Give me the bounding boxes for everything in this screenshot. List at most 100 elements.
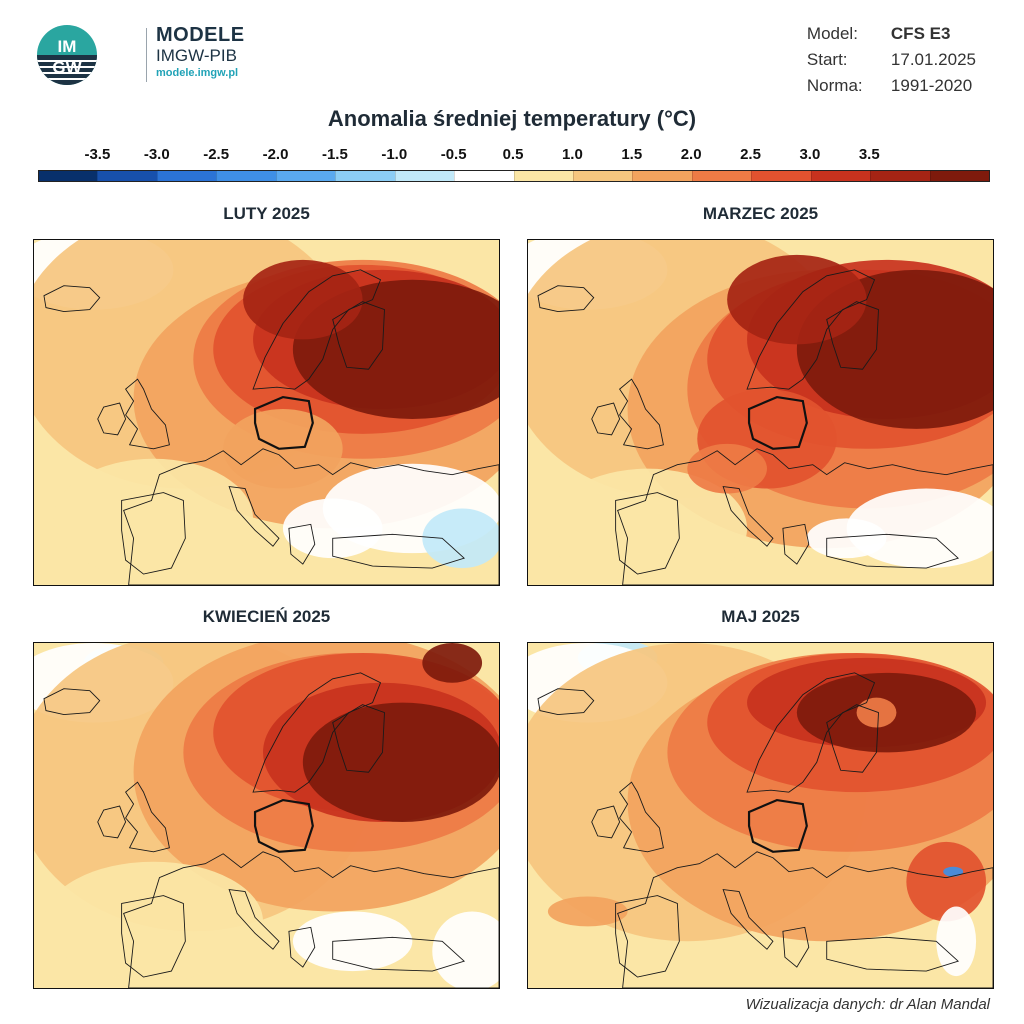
coastline [617, 851, 993, 988]
ireland-outline [591, 402, 621, 436]
poland-border [253, 395, 314, 450]
coastline [123, 448, 499, 585]
scandinavia-outline [252, 672, 382, 793]
meta-row-start: Start: 17.01.2025 [807, 48, 976, 74]
poland-border [747, 395, 808, 450]
colorbar-segment [513, 171, 573, 181]
ireland-outline [97, 805, 127, 839]
colorbar-segment [751, 171, 811, 181]
anomaly-contour [906, 841, 987, 922]
brand-title: MODELE [156, 24, 245, 46]
colorbar-segment [691, 171, 752, 181]
anomaly-contour [43, 861, 264, 982]
colorbar-tick-label: 3.0 [799, 146, 821, 163]
imgw-logo-icon: IM GW [37, 25, 97, 85]
colorbar-segment [870, 171, 930, 181]
colorbar-tick-label: -1.0 [381, 146, 408, 163]
uk-outline [125, 781, 170, 853]
italy-outline [228, 889, 280, 950]
uk-outline [619, 378, 664, 450]
anomaly-contour [856, 697, 897, 728]
map-panel-mar [527, 239, 994, 586]
greece-outline [782, 926, 810, 968]
brand-subtitle: IMGW-PIB [156, 46, 237, 65]
meta-value: 17.01.2025 [890, 50, 976, 69]
meta-value: CFS E3 [890, 24, 951, 43]
meta-value: 1991-2020 [890, 76, 973, 95]
meta-row-norma: Norma: 1991-2020 [807, 74, 976, 100]
colorbar-tick-label: -2.0 [262, 146, 289, 163]
anomaly-contour [282, 498, 383, 559]
anomaly-contour [806, 518, 887, 559]
scandinavia-outline [252, 269, 382, 390]
iberia-outline [615, 895, 680, 978]
logo-text-bottom: GW [52, 58, 82, 77]
iceland-outline [43, 688, 101, 716]
anomaly-contour [422, 508, 499, 569]
map-title: Anomalia średniej temperatury (°C) [327, 106, 697, 131]
greece-outline [288, 523, 316, 565]
colorbar-tick-label: 0.5 [502, 146, 524, 163]
ireland-outline [97, 402, 127, 436]
anomaly-contour [292, 911, 413, 972]
colorbar-tick-label: 2.5 [740, 146, 761, 163]
brand-text: MODELE IMGW-PIB modele.imgw.pl [156, 24, 245, 80]
coastline [617, 448, 993, 585]
anomaly-contour [422, 643, 483, 683]
finland-outline [826, 301, 879, 370]
anomaly-contour [302, 702, 499, 822]
greece-outline [288, 926, 316, 968]
ireland-outline [591, 805, 621, 839]
turkey-outline [826, 936, 960, 972]
colorbar-tick-label: -1.5 [321, 146, 348, 163]
colorbar-segment [454, 171, 514, 181]
colorbar-segment [810, 171, 871, 181]
iberia-outline [615, 492, 680, 575]
anomaly-contour [687, 443, 767, 494]
anomaly-contour [943, 866, 964, 877]
colorbar-segment [394, 171, 455, 181]
meta-row-model: Model: CFS E3 [807, 22, 976, 48]
colorbar-tick-label: -3.5 [84, 146, 111, 163]
finland-outline [332, 301, 385, 370]
panel-title-apr: KWIECIEŃ 2025 [202, 607, 331, 626]
colorbar-tick-label: -2.5 [203, 146, 230, 163]
poland-border [253, 798, 314, 853]
brand-block: IM GW MODELE IMGW-PIB modele.imgw.pl [36, 24, 256, 88]
poland-border [747, 798, 808, 853]
anomaly-contour [547, 468, 748, 585]
colorbar-segment [275, 171, 336, 181]
uk-outline [125, 378, 170, 450]
uk-outline [619, 781, 664, 853]
colorbar-tick-label: -3.0 [143, 146, 170, 163]
colorbar-labels: -3.5 -3.0 -2.5 -2.0 -1.5 -1.0 -0.5 0.5 1.0 1.5 2.0… [38, 146, 988, 166]
colorbar-segment [929, 171, 989, 181]
scandinavia-outline [746, 269, 876, 390]
brand-url-link[interactable]: modele.imgw.pl [156, 67, 239, 79]
anomaly-contour [53, 458, 254, 579]
iceland-outline [43, 285, 101, 313]
turkey-outline [332, 936, 466, 972]
anomaly-contour [846, 488, 993, 569]
greece-outline [782, 523, 810, 565]
iceland-outline [537, 688, 595, 716]
panel-title-mar: MARZEC 2025 [702, 204, 819, 223]
colorbar-tick-label: -0.5 [440, 146, 467, 163]
logo-text-top: IM [58, 37, 77, 56]
colorbar-segment [216, 171, 276, 181]
colorbar-tick-label: 1.0 [561, 146, 583, 163]
italy-outline [722, 486, 774, 547]
colorbar-segment [335, 171, 395, 181]
colorbar [38, 170, 990, 182]
map-panel-may [527, 642, 994, 989]
turkey-outline [332, 533, 466, 569]
meta-key: Start: [806, 50, 848, 69]
credit-text: Wizualizacja danych: dr Alan Mandal [745, 996, 990, 1013]
turkey-outline [826, 533, 960, 569]
colorbar-segment [572, 171, 633, 181]
colorbar-segment [97, 171, 157, 181]
map-panel-apr [33, 642, 500, 989]
anomaly-contour [936, 906, 977, 977]
map-panel-feb [33, 239, 500, 586]
colorbar-segment [156, 171, 217, 181]
